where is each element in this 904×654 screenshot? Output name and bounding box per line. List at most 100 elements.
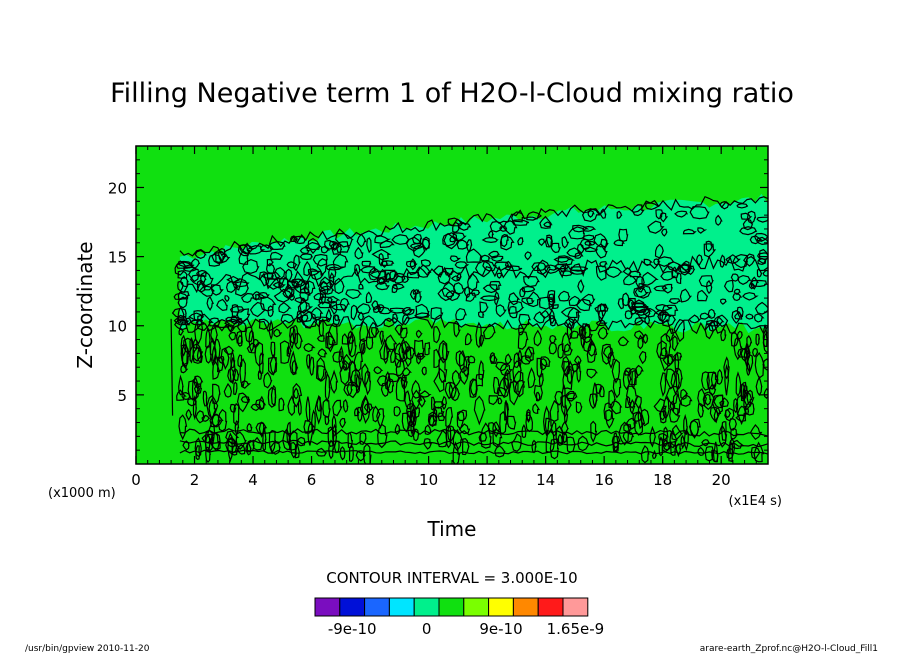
- contour-cell: [432, 326, 442, 344]
- contour-cell: [671, 266, 679, 279]
- contour-cell: [299, 246, 311, 254]
- contour-cell: [643, 258, 654, 267]
- contour-cell: [432, 265, 444, 276]
- contour-cell: [721, 420, 727, 442]
- chart-title: Filling Negative term 1 of H2O-l-Cloud m…: [110, 78, 794, 109]
- contour-cell: [668, 298, 682, 305]
- contour-cell: [469, 378, 478, 397]
- contour-cell: [286, 344, 293, 358]
- contour-cell: [202, 390, 208, 407]
- contour-cell: [481, 236, 499, 244]
- contour-cell: [492, 421, 501, 438]
- colorbar-swatch: [413, 597, 440, 617]
- contour-cell: [210, 323, 218, 346]
- contour-cell: [220, 347, 230, 371]
- x-tick-label: 18: [653, 471, 672, 489]
- contour-cell: [263, 371, 273, 389]
- contour-cell: [317, 348, 328, 358]
- contour-cell: [655, 209, 664, 220]
- contour-cell: [194, 249, 207, 259]
- contour-cell: [360, 265, 377, 274]
- contour-cell: [458, 222, 472, 231]
- contour-cell: [679, 288, 693, 303]
- contour-cell: [324, 371, 331, 403]
- contour-cell: [467, 272, 480, 291]
- contour-cell: [329, 369, 339, 395]
- contour-cell: [580, 329, 587, 349]
- contour-cell: [441, 342, 448, 361]
- contour-cell: [497, 397, 503, 405]
- contour-cell: [354, 263, 362, 277]
- contour-cell: [327, 322, 338, 346]
- contour-cell: [421, 236, 430, 250]
- contour-cell: [727, 439, 734, 463]
- contour-cell: [409, 258, 417, 271]
- contour-cell: [605, 409, 615, 429]
- contour-cell: [224, 318, 243, 329]
- contour-cell: [607, 350, 616, 370]
- contour-cell: [508, 380, 521, 406]
- contour-cell: [496, 387, 508, 397]
- contour-cell: [680, 434, 686, 450]
- contour-cell: [720, 328, 727, 342]
- contour-cell: [456, 239, 470, 250]
- contour-cell: [657, 256, 675, 267]
- contour-cell: [379, 240, 395, 249]
- contour-cell: [539, 215, 553, 229]
- contour-cell: [200, 270, 214, 287]
- contour-cell: [594, 303, 609, 312]
- contour-cell: [566, 392, 578, 402]
- contour-cell: [204, 429, 215, 453]
- contour-cell: [544, 264, 562, 274]
- contour-cell: [539, 357, 548, 371]
- contour-cell: [293, 387, 300, 400]
- contour-cell: [405, 260, 418, 268]
- contour-cell: [659, 212, 669, 223]
- contour-cell: [296, 310, 303, 323]
- contour-cell: [659, 311, 668, 322]
- contour-cell: [201, 414, 211, 422]
- contour-cell: [318, 296, 334, 303]
- contour-cell: [233, 402, 240, 426]
- contour-cell: [354, 246, 364, 260]
- contour-cell: [489, 220, 504, 233]
- contour-cell: [582, 225, 597, 232]
- contour-cell: [488, 395, 500, 406]
- contour-cell: [518, 313, 531, 326]
- contour-cell: [489, 353, 498, 364]
- contour-cell: [710, 371, 718, 390]
- contour-cell: [595, 265, 608, 281]
- contour-cell: [627, 367, 639, 386]
- contour-cell: [631, 369, 637, 390]
- contour-cell: [719, 201, 731, 210]
- contour-cell: [214, 251, 231, 264]
- contour-cell: [636, 308, 651, 319]
- contour-cell: [662, 426, 669, 448]
- contour-cell: [278, 397, 285, 412]
- contour-cell: [379, 338, 392, 361]
- contour-cell: [404, 308, 415, 316]
- contour-cell: [733, 288, 741, 296]
- contour-cell: [209, 413, 222, 428]
- contour-cell: [746, 334, 753, 349]
- contour-cell: [563, 343, 573, 356]
- contour-cell: [328, 240, 340, 250]
- contour-cell: [187, 267, 200, 283]
- x-tick-label: 10: [419, 471, 438, 489]
- contour-cell: [173, 292, 188, 301]
- contour-cell: [289, 235, 299, 243]
- x-axis-label: Time: [427, 517, 477, 541]
- contour-cell: [581, 234, 596, 241]
- contour-cell: [461, 437, 470, 456]
- contour-cell: [225, 316, 243, 323]
- contour-cell: [339, 417, 347, 429]
- contour-cell: [240, 380, 252, 389]
- contour-cell: [548, 308, 556, 325]
- contour-cell: [185, 408, 193, 421]
- contour-cell: [499, 235, 515, 251]
- contour-interval: CONTOUR INTERVAL = 3.000E-10: [326, 569, 577, 587]
- contour-cell: [555, 425, 565, 446]
- contour-cell: [726, 447, 735, 460]
- contour-cell: [272, 281, 286, 289]
- contour-cell: [581, 322, 593, 344]
